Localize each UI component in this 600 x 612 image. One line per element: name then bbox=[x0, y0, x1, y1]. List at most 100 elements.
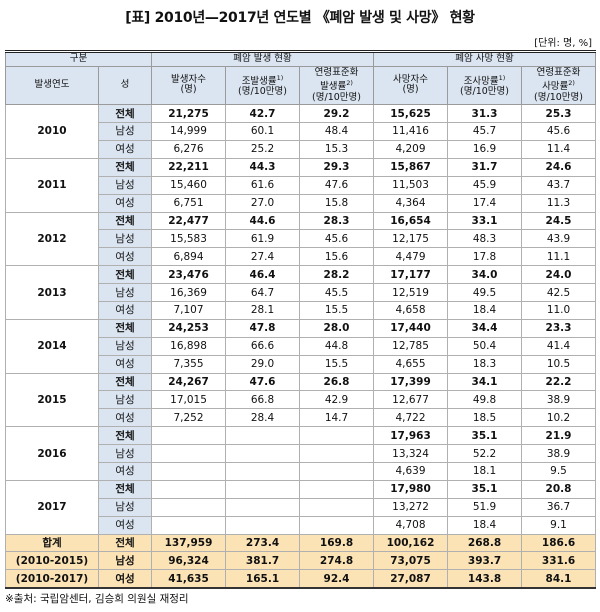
value-cell: 49.5 bbox=[447, 283, 523, 302]
value-cell: 14.7 bbox=[299, 408, 375, 428]
header-cell: 연령표준화 발생률2) (명/10만명) bbox=[299, 65, 375, 106]
value-cell bbox=[225, 515, 301, 535]
value-cell: 14,999 bbox=[151, 122, 227, 141]
value-cell: 12,677 bbox=[373, 390, 449, 410]
year-group: 2016 전체 17,963 35.1 21.9 남성 13,324 52.2 38.9 여성 4,… bbox=[5, 426, 597, 481]
year-cell: 2013 bbox=[5, 265, 99, 320]
value-cell: 27.0 bbox=[225, 193, 301, 213]
value-cell: 45.6 bbox=[299, 229, 375, 249]
header-cell: 연령표준화 사망률2) (명/10만명) bbox=[521, 65, 597, 106]
value-cell: 18.4 bbox=[447, 300, 523, 320]
sex-cell: 전체 bbox=[97, 265, 153, 285]
sex-cell: 여성 bbox=[97, 354, 153, 374]
value-cell: 11.1 bbox=[521, 247, 597, 267]
value-cell: 15,625 bbox=[373, 104, 449, 124]
unit: [단위: 명, %] bbox=[534, 38, 592, 49]
header-text: 사망률 bbox=[542, 81, 569, 93]
sex-cell: 남성 bbox=[97, 497, 153, 517]
sex-cell: 여성 bbox=[97, 461, 153, 481]
sex-cell: 남성 bbox=[97, 283, 153, 302]
value-cell bbox=[299, 461, 375, 481]
value-cell bbox=[299, 497, 375, 517]
data-row: 2013 전체 23,476 46.4 28.2 17,177 34.0 24.0 bbox=[5, 265, 597, 320]
summary-row: (2010-2017) 여성 41,635 165.1 92.4 27,087 143.8 8… bbox=[5, 569, 597, 589]
value-cell: 21,275 bbox=[151, 104, 227, 124]
header-text: 사망자수 bbox=[393, 73, 428, 85]
value-cell bbox=[225, 497, 301, 517]
value-cell: 18.5 bbox=[447, 408, 523, 428]
value-cell: 15,867 bbox=[373, 157, 449, 177]
value-cell: 137,959 bbox=[151, 533, 227, 553]
value-cell: 4,209 bbox=[373, 139, 449, 159]
value-cell: 7,107 bbox=[151, 300, 227, 320]
value-cell: 17.8 bbox=[447, 247, 523, 267]
sex-cell: 전체 bbox=[97, 157, 153, 177]
value-cell bbox=[299, 479, 375, 499]
value-cell: 61.9 bbox=[225, 229, 301, 249]
data-row: 남성 14,999 60.1 48.4 11,416 45.7 45.6 bbox=[6, 122, 597, 141]
value-cell: 60.1 bbox=[225, 122, 301, 141]
value-cell: 6,276 bbox=[151, 139, 227, 159]
value-cell: 11,416 bbox=[373, 122, 449, 141]
value-cell: 16.9 bbox=[447, 139, 523, 159]
data-row: 2011 전체 22,211 44.3 29.3 15,867 31.7 24.6 bbox=[5, 157, 597, 213]
value-cell: 24,267 bbox=[151, 372, 227, 392]
header-text: 발생자수 bbox=[171, 73, 206, 85]
value-cell: 15.6 bbox=[299, 247, 375, 267]
value-cell: 17,440 bbox=[373, 318, 449, 338]
value-cell: 13,324 bbox=[373, 444, 449, 463]
year-group: 2013 전체 23,476 46.4 28.2 17,177 34.0 24.0 남성 16,3… bbox=[5, 265, 597, 320]
value-cell: 26.8 bbox=[299, 372, 375, 392]
value-cell bbox=[225, 461, 301, 481]
year-cell: 2017 bbox=[5, 479, 99, 535]
sex-cell: 전체 bbox=[97, 318, 153, 338]
summary-row: (2010-2015) 남성 96,324 381.7 274.8 73,075 393.7… bbox=[5, 551, 597, 571]
value-cell: 273.4 bbox=[225, 533, 301, 553]
header-text: 발생률 bbox=[320, 81, 347, 93]
value-cell: 24.5 bbox=[521, 211, 597, 231]
value-cell: 61.6 bbox=[225, 175, 301, 195]
value-cell: 33.1 bbox=[447, 211, 523, 231]
value-cell: 42.9 bbox=[299, 390, 375, 410]
value-cell: 41.4 bbox=[521, 336, 597, 356]
summary-row: 합계 전체 137,959 273.4 169.8 100,162 268.8 186.6 bbox=[5, 533, 597, 553]
value-cell: 29.3 bbox=[299, 157, 375, 177]
value-cell: 24,253 bbox=[151, 318, 227, 338]
value-cell: 28.4 bbox=[225, 408, 301, 428]
header-text: 조발생률 bbox=[241, 75, 277, 87]
value-cell: 331.6 bbox=[521, 551, 597, 571]
value-cell: 38.9 bbox=[521, 390, 597, 410]
value-cell: 44.3 bbox=[225, 157, 301, 177]
value-cell: 50.4 bbox=[447, 336, 523, 356]
value-cell: 4,722 bbox=[373, 408, 449, 428]
value-cell bbox=[225, 426, 301, 446]
value-cell: 25.2 bbox=[225, 139, 301, 159]
value-cell: 9.5 bbox=[521, 461, 597, 481]
value-cell: 12,175 bbox=[373, 229, 449, 249]
value-cell bbox=[151, 515, 227, 535]
header-text: 연령표준화 bbox=[314, 66, 359, 78]
value-cell: 15.5 bbox=[299, 300, 375, 320]
value-cell: 17,399 bbox=[373, 372, 449, 392]
summary-label: 합계 bbox=[5, 533, 99, 553]
value-cell: 45.6 bbox=[521, 122, 597, 141]
value-cell: 18.3 bbox=[447, 354, 523, 374]
data-row: 2016 전체 17,963 35.1 21.9 bbox=[5, 426, 597, 481]
header-row: 발생연도 성 발생자수 (명) 조발생률1) (명/10만명) 연령표준화 발생률2) (명/1… bbox=[5, 65, 597, 106]
year-cell: 2014 bbox=[5, 318, 99, 374]
data-row: 2012 전체 22,477 44.6 28.3 16,654 33.1 24.5 bbox=[5, 211, 597, 267]
value-cell: 17,177 bbox=[373, 265, 449, 285]
data-row: 2010 전체 21,275 42.7 29.2 15,625 31.3 25.3 bbox=[5, 104, 597, 159]
header-cell: 폐암 사망 현황 bbox=[373, 50, 597, 67]
sex-cell: 여성 bbox=[97, 193, 153, 213]
sex-cell: 남성 bbox=[97, 336, 153, 356]
value-cell: 268.8 bbox=[447, 533, 523, 553]
value-cell: 6,894 bbox=[151, 247, 227, 267]
year-cell: 2012 bbox=[5, 211, 99, 267]
value-cell: 47.8 bbox=[225, 318, 301, 338]
header-text: 조사망률 bbox=[463, 75, 499, 87]
data-row: 남성 16,898 66.6 44.8 12,785 50.4 41.4 bbox=[6, 336, 597, 356]
sex-cell: 전체 bbox=[97, 426, 153, 446]
value-cell: 48.3 bbox=[447, 229, 523, 249]
value-cell: 43.9 bbox=[521, 229, 597, 249]
